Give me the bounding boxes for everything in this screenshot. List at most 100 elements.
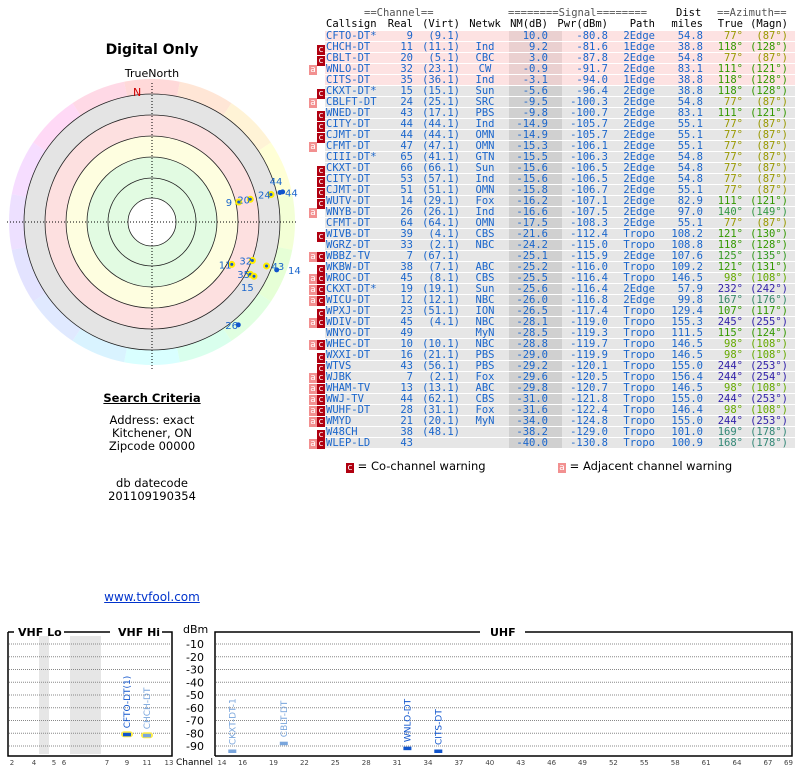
- tvfool-link[interactable]: www.tvfool.com: [104, 590, 200, 604]
- power: -106.5: [570, 162, 608, 174]
- y-tick-label: -20: [186, 651, 204, 664]
- station-row[interactable]: c CHCH-DT 11 (11.1) Ind 9.2 -81.6 1Edge 38.8 118°…: [309, 41, 795, 55]
- callsign: WPXJ-DT: [326, 305, 371, 317]
- station-row[interactable]: c CKXT-DT 66 (66.1) Sun -15.6 -106.5 2Edge 54.8 7…: [309, 162, 795, 176]
- distance: 54.8: [677, 52, 703, 64]
- station-row[interactable]: c CITY-DT 44 (44.1) Ind -14.9 -105.7 2Edge 55.1 7…: [309, 119, 795, 132]
- co-channel-warning-icon: c: [317, 188, 325, 198]
- station-row[interactable]: a c WLEP-LD 43 -40.0 -130.8 Tropo 100.9 168° (178…: [309, 438, 795, 449]
- power: -119.7: [570, 338, 608, 350]
- vhf-channel-tick: 7: [105, 759, 109, 767]
- warning-spacer: [309, 196, 317, 206]
- nm-column-shade: [509, 130, 562, 140]
- callsign: WNED-DT: [326, 107, 371, 119]
- station-row[interactable]: a CBLFT-DT 24 (25.1) SRC -9.5 -100.3 2Edge 54.8 7…: [309, 97, 795, 108]
- noise-margin: -29.2: [516, 360, 548, 372]
- station-marker-label: 44: [270, 177, 283, 188]
- station-row[interactable]: c WKBW-DT 38 (7.1) ABC -25.2 -116.0 Tropo 109.2 1…: [309, 262, 795, 275]
- header-real: Real: [387, 18, 413, 30]
- distance: 155.0: [671, 415, 703, 427]
- warning-spacer: [309, 328, 317, 338]
- station-row[interactable]: c WUTV-DT 14 (29.1) Fox -16.2 -107.1 2Edge 82.9 1…: [309, 195, 795, 209]
- real-channel: 45: [400, 272, 413, 284]
- callsign: WHAM-TV: [326, 382, 371, 394]
- real-channel: 14: [400, 195, 413, 207]
- station-row[interactable]: c WPXJ-DT 23 (51.1) ION -26.5 -117.4 Tropo 129.4…: [309, 305, 795, 319]
- warning-icons: c: [309, 229, 325, 242]
- distance: 100.9: [671, 437, 703, 449]
- callsign: WJBK: [326, 371, 352, 383]
- callsign: WGRZ-DT: [326, 239, 371, 251]
- station-row[interactable]: c CBLT-DT 20 (5.1) CBC 3.0 -87.8 2Edge 54.8 77° (8…: [309, 52, 795, 66]
- path: Tropo: [623, 415, 655, 427]
- station-row[interactable]: a c WHEC-DT 10 (10.1) NBC -28.8 -119.7 Tropo 146.…: [309, 339, 795, 350]
- co-channel-warning-icon: c: [317, 252, 325, 262]
- station-row[interactable]: a c WROC-DT 45 (8.1) CBS -25.5 -116.4 Tropo 146.5…: [309, 273, 795, 284]
- station-row[interactable]: WNYO-DT 49 MyN -28.5 -119.3 Tropo 111.5 115° (12…: [309, 328, 795, 339]
- callsign: WNYB-DT: [326, 206, 371, 218]
- y-tick-label: -10: [186, 638, 204, 651]
- station-row[interactable]: a c WWJ-TV 44 (62.1) CBS -31.0 -121.8 Tropo 155.0…: [309, 394, 795, 405]
- station-row[interactable]: CITS-DT 35 (36.1) Ind -3.1 -94.0 1Edge 38.8 118°…: [309, 75, 795, 86]
- distance: 38.8: [677, 41, 703, 53]
- station-row[interactable]: WGRZ-DT 33 (2.1) NBC -24.2 -115.0 Tropo 108.8 11…: [309, 240, 795, 251]
- network: CW: [478, 63, 492, 75]
- station-row[interactable]: a c WBBZ-TV 7 (67.1) -25.1 -115.9 2Edge 107.6 125…: [309, 251, 795, 262]
- station-row[interactable]: CFTO-DT* 9 (9.1) 10.0 -80.8 2Edge 54.8 77° (87°): [309, 31, 795, 42]
- network: OMN: [475, 184, 495, 196]
- real-channel: 43: [400, 360, 413, 372]
- station-row[interactable]: a c WUHF-DT 28 (31.1) Fox -31.6 -122.4 Tropo 146.…: [309, 405, 795, 416]
- real-channel: 39: [400, 228, 413, 240]
- co-channel-warning-icon: c: [317, 199, 325, 209]
- station-row[interactable]: a WNYB-DT 26 (26.1) Ind -16.6 -107.5 2Edge 97.0 1…: [309, 207, 795, 218]
- noise-margin: -17.5: [516, 217, 548, 229]
- station-row[interactable]: c CKXT-DT* 15 (15.1) Sun -5.6 -96.4 2Edge 38.8 11…: [309, 86, 795, 99]
- station-row[interactable]: c WNED-DT 43 (17.1) PBS -9.8 -100.7 2Edge 83.1 11…: [309, 107, 795, 121]
- nm-column-shade: [509, 416, 562, 426]
- network: Ind: [475, 206, 495, 218]
- station-row[interactable]: a c WJBK 7 (2.1) Fox -29.6 -120.5 Tropo 156.4 244°…: [309, 372, 795, 383]
- station-row[interactable]: c CJMT-DT 44 (44.1) OMN -14.9 -105.7 2Edge 55.1 7…: [309, 130, 795, 143]
- station-row[interactable]: a c WICU-DT 12 (12.1) NBC -26.0 -116.8 2Edge 99.8…: [309, 295, 795, 306]
- azimuth-true: 98°: [724, 272, 743, 284]
- noise-margin: -28.5: [516, 327, 548, 339]
- station-row[interactable]: c CJMT-DT 51 (51.1) OMN -15.8 -106.7 2Edge 55.1 7…: [309, 184, 795, 198]
- channel-axis-label: Channel: [176, 758, 213, 768]
- azimuth-magnetic: (242°): [750, 283, 788, 295]
- azimuth-true: 98°: [724, 404, 743, 416]
- station-row[interactable]: c WXXI-DT 16 (21.1) PBS -29.0 -119.9 Tropo 146.5…: [309, 349, 795, 363]
- distance: 55.1: [677, 140, 703, 152]
- station-row[interactable]: a CFMT-DT 47 (47.1) OMN -15.3 -106.1 2Edge 55.1 7…: [309, 141, 795, 152]
- real-channel: 7: [406, 371, 413, 383]
- signal-bar-label: CBLT-DT: [280, 700, 290, 737]
- real-channel: 11: [400, 41, 413, 53]
- network: Fox: [475, 404, 495, 416]
- path: Tropo: [623, 349, 655, 361]
- station-row[interactable]: CFMT-DT 64 (64.1) OMN -17.5 -108.3 2Edge 55.1 77…: [309, 218, 795, 229]
- noise-margin: -29.6: [516, 371, 548, 383]
- virtual-channel: (56.1): [422, 360, 460, 372]
- station-row[interactable]: a c WDIV-DT 45 (4.1) NBC -28.1 -119.0 Tropo 155.3…: [309, 317, 795, 328]
- adjacent-channel-warning-icon: a: [309, 406, 317, 416]
- callsign: CIII-DT*: [326, 151, 377, 163]
- signal-bar: [123, 732, 131, 737]
- station-row[interactable]: a c WMYD 21 (20.1) MyN -34.0 -124.8 Tropo 155.0 24…: [309, 416, 795, 427]
- station-row[interactable]: a WNLO-DT 32 (23.1) CW -0.9 -91.7 2Edge 83.1 111°…: [309, 64, 795, 75]
- station-row[interactable]: a c CKXT-DT* 19 (19.1) Sun -25.6 -116.4 2Edge 57.…: [309, 284, 795, 295]
- station-row[interactable]: a c WHAM-TV 13 (13.1) ABC -29.8 -120.7 Tropo 146.…: [309, 383, 795, 394]
- radar-title: Digital Only: [105, 42, 199, 58]
- uhf-channel-tick: 61: [702, 759, 711, 767]
- station-marker: [235, 198, 243, 206]
- warning-spacer: [309, 218, 317, 228]
- virtual-channel: (11.1): [422, 41, 460, 53]
- station-row[interactable]: c CITY-DT 53 (57.1) Ind -15.6 -106.5 2Edge 54.8 7…: [309, 174, 795, 187]
- distance: 108.8: [671, 239, 703, 251]
- station-row[interactable]: c WTVS 43 (56.1) PBS -29.2 -120.1 Tropo 155.0 244…: [309, 360, 795, 374]
- azimuth-magnetic: (121°): [750, 107, 788, 119]
- station-row[interactable]: c W48CH 38 (48.1) -38.2 -129.0 Tropo 101.0 169° (…: [309, 427, 795, 440]
- callsign: WICU-DT: [326, 294, 371, 306]
- address-text: Address: exact: [109, 413, 195, 427]
- station-row[interactable]: CIII-DT* 65 (41.1) GTN -15.5 -106.3 2Edge 54.8 7…: [309, 152, 795, 163]
- station-row[interactable]: c WIVB-DT 39 (4.1) CBS -21.6 -112.4 Tropo 108.2 1…: [309, 228, 795, 242]
